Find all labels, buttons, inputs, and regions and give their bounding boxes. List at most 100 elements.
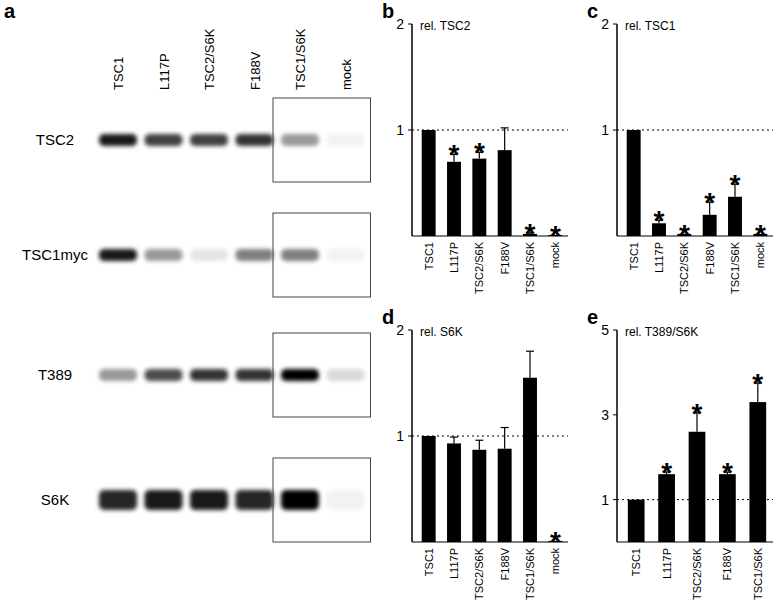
significance-mark: * — [661, 457, 672, 488]
y-tick-label: 2 — [601, 16, 609, 32]
reference-line — [617, 130, 773, 131]
bar-panel: erel. T389/S6K135TSC1*L117P*TSC2/S6K*F18… — [587, 306, 773, 600]
y-tick — [408, 330, 412, 331]
significance-mark: * — [449, 139, 460, 170]
bar — [689, 432, 706, 542]
y-tick-label: 2 — [396, 16, 404, 32]
x-tick-label: L117P — [448, 548, 460, 579]
lane-label: TSC1 — [111, 57, 126, 90]
y-axis-label: rel. T389/S6K — [625, 325, 698, 339]
x-tick-label: mock — [549, 242, 561, 269]
band — [236, 134, 274, 146]
x-tick-label: TSC1 — [423, 548, 435, 576]
lane-box — [273, 458, 371, 542]
x-tick-label: TSC1 — [423, 242, 435, 270]
plot-area — [617, 130, 773, 236]
y-tick — [613, 24, 617, 25]
band — [281, 490, 319, 510]
error-bar — [526, 351, 534, 378]
y-axis-label: rel. S6K — [420, 325, 463, 339]
y-tick-label: 1 — [396, 428, 404, 444]
y-tick-label: 1 — [601, 122, 609, 138]
significance-mark: * — [722, 457, 733, 488]
x-tick-label: TSC2/S6K — [678, 241, 690, 294]
x-tick-label: F188V — [721, 547, 733, 580]
x-tick-label: TSC1/S6K — [729, 241, 741, 294]
x-tick-label: mock — [549, 548, 561, 575]
y-axis — [616, 330, 618, 542]
x-tick-label: TSC1/S6K — [524, 547, 536, 600]
significance-mark: * — [474, 137, 485, 168]
figure: a TSC1 L117P TSC2/S6K F188V TSC1/S6K mock TSC2 T… — [0, 0, 778, 612]
lane-label: L117P — [157, 53, 172, 90]
plot-area — [617, 383, 773, 542]
bar — [627, 130, 641, 236]
reference-line — [412, 436, 568, 437]
band — [236, 369, 274, 381]
band — [327, 490, 365, 510]
band — [145, 490, 183, 510]
lane-box — [273, 98, 371, 182]
y-tick — [613, 499, 617, 500]
row-label: T389 — [38, 366, 72, 383]
significance-mark: * — [654, 205, 665, 236]
x-tick-label: TSC1 — [628, 242, 640, 270]
band — [145, 369, 183, 381]
bar — [422, 130, 436, 236]
band — [99, 369, 137, 381]
lane-label: F188V — [248, 51, 263, 90]
error-cap — [501, 427, 509, 428]
error-stem — [504, 428, 505, 449]
bar — [523, 378, 537, 542]
band — [190, 134, 228, 146]
error-stem — [529, 351, 530, 378]
band — [281, 249, 319, 261]
error-stem — [504, 128, 505, 150]
error-bar — [475, 440, 483, 450]
lane-box — [273, 333, 371, 417]
band — [281, 134, 319, 146]
error-cap — [450, 436, 458, 437]
significance-mark: * — [692, 398, 703, 429]
bar — [422, 436, 436, 542]
bar — [447, 162, 461, 236]
band — [190, 369, 228, 381]
error-bar — [450, 437, 458, 443]
lane-label: TSC1/S6K — [293, 28, 308, 90]
panel-letter: a — [4, 0, 16, 22]
x-tick-label: TSC2/S6K — [691, 547, 703, 600]
band — [327, 369, 365, 381]
x-tick-label: L117P — [448, 242, 460, 273]
band — [327, 249, 365, 261]
panel-letter: e — [587, 306, 598, 328]
y-tick-label: 3 — [601, 407, 609, 423]
y-tick — [408, 436, 412, 437]
x-tick-label: TSC2/S6K — [473, 241, 485, 294]
lane-label: mock — [339, 58, 354, 90]
band — [236, 249, 274, 261]
band — [236, 490, 274, 510]
band — [145, 249, 183, 261]
y-tick-label: 1 — [601, 492, 609, 508]
bar — [728, 197, 742, 236]
y-tick — [613, 330, 617, 331]
band — [145, 134, 183, 146]
y-tick-label: 2 — [396, 322, 404, 338]
x-tick-label: F188V — [499, 547, 511, 580]
y-axis-label: rel. TSC1 — [625, 19, 676, 33]
x-tick-label: TSC2/S6K — [473, 547, 485, 600]
bar — [472, 450, 486, 542]
error-stem — [479, 440, 480, 450]
band — [99, 249, 137, 261]
reference-line — [617, 499, 773, 500]
y-tick-label: 1 — [396, 122, 404, 138]
lane-box — [273, 213, 371, 297]
bar — [749, 402, 766, 542]
panel-letter: b — [382, 0, 394, 22]
row-label: TSC2 — [36, 131, 74, 148]
band — [190, 490, 228, 510]
x-tick-label: TSC1/S6K — [752, 547, 764, 600]
y-tick — [408, 24, 412, 25]
band — [99, 490, 137, 510]
blot-panel: aTSC1L117PTSC2/S6KF188VTSC1/S6KmockTSC2T… — [4, 0, 371, 542]
